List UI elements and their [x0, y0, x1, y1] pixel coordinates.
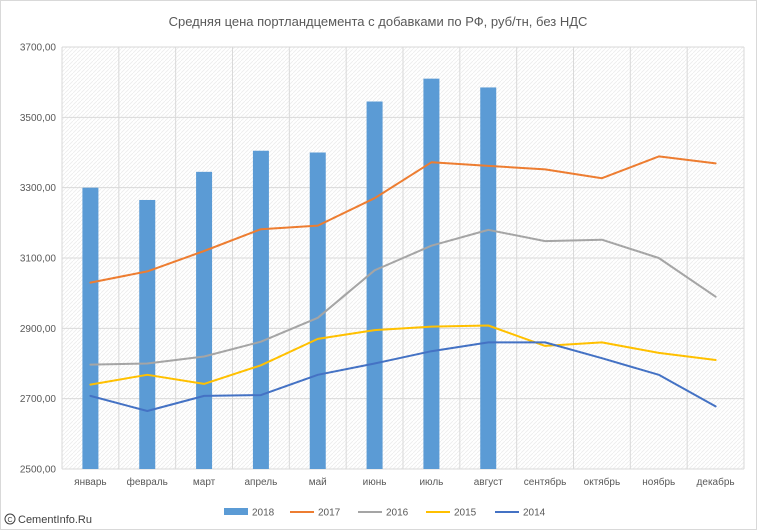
x-tick-label: май	[309, 477, 327, 488]
line-series-2017	[89, 155, 717, 284]
x-tick-label: апрель	[245, 477, 278, 488]
y-tick-label: 3500,00	[20, 113, 57, 124]
copyright-icon	[4, 513, 16, 525]
y-tick-label: 3700,00	[20, 43, 57, 54]
bar-2018	[480, 87, 497, 470]
chart-title: Средняя цена портландцемента с добавками…	[169, 14, 588, 29]
x-tick-label: ноябрь	[642, 476, 675, 488]
bar-2018	[82, 187, 99, 469]
line-series-2016	[89, 228, 717, 366]
legend-label-2016: 2016	[386, 508, 409, 519]
x-tick-label: январь	[74, 477, 106, 488]
y-tick-label: 2500,00	[20, 465, 57, 476]
gridlines	[61, 46, 745, 470]
y-tick-label: 2700,00	[20, 394, 57, 405]
bar-2018	[366, 101, 383, 469]
bar-series	[82, 78, 497, 470]
x-tick-label: август	[474, 477, 503, 488]
bar-2018	[309, 152, 326, 469]
y-tick-label: 2900,00	[20, 324, 57, 335]
watermark-text: CementInfo.Ru	[18, 514, 92, 526]
legend-label-2015: 2015	[454, 508, 477, 519]
bar-2018	[139, 199, 156, 469]
y-tick-label: 3300,00	[20, 183, 57, 194]
x-tick-label: февраль	[127, 476, 168, 488]
watermark: C CementInfo.Ru	[4, 513, 92, 526]
legend-label-2017: 2017	[318, 508, 341, 519]
x-tick-label: июнь	[363, 477, 387, 488]
bar-2018	[196, 171, 213, 469]
y-tick-label: 3100,00	[20, 254, 57, 265]
x-axis: январь февраль март апрель май июнь июль август…	[74, 476, 734, 488]
line-series	[89, 155, 717, 412]
x-tick-label: декабрь	[697, 476, 735, 488]
x-tick-label: июль	[419, 477, 443, 488]
line-series-2014	[89, 341, 717, 412]
legend-label-2018: 2018	[252, 508, 275, 519]
legend: 2018 2017 2016 2015 2014	[224, 508, 546, 519]
copyright-icon-glyph: C	[7, 517, 12, 524]
x-tick-label: октябрь	[584, 476, 621, 488]
bar-2018	[423, 78, 440, 470]
bar-2018	[252, 150, 269, 469]
y-axis: 2500,00 2700,00 2900,00 3100,00 3300,00 3500,…	[20, 43, 57, 476]
legend-label-2014: 2014	[523, 508, 546, 519]
line-series-2015	[89, 324, 717, 386]
x-tick-label: сентябрь	[524, 476, 567, 488]
legend-swatch-2018	[224, 508, 248, 515]
x-tick-label: март	[193, 477, 216, 488]
